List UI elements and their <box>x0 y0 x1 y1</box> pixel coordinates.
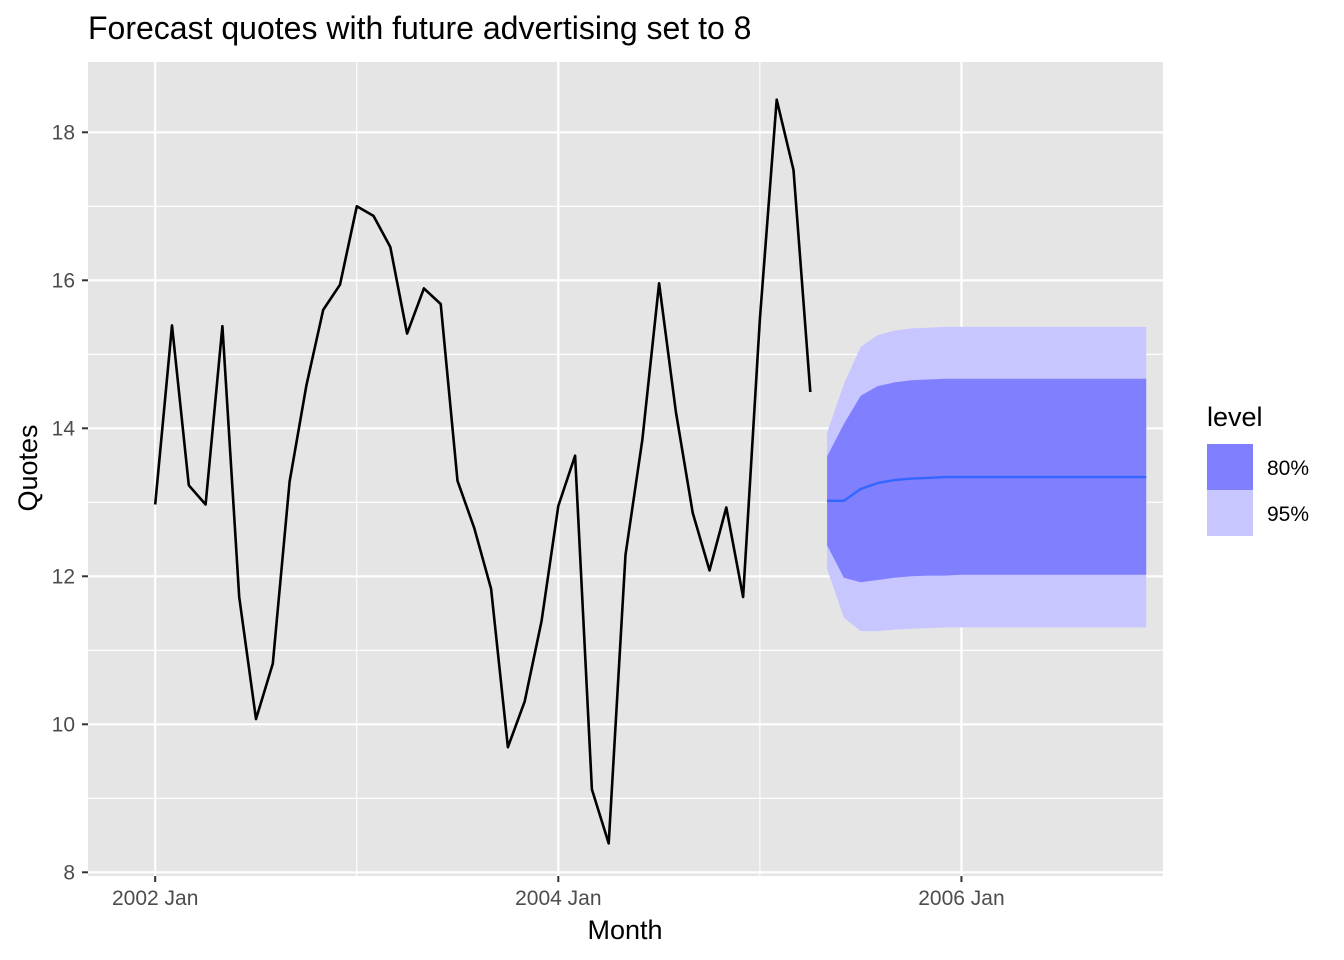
legend-title: level <box>1207 402 1263 432</box>
legend-key-95 <box>1207 490 1253 536</box>
y-tick-label: 18 <box>52 121 75 144</box>
observed-line <box>153 98 812 845</box>
minor-gridlines <box>88 62 1163 876</box>
y-tick-label: 16 <box>52 269 75 292</box>
y-tick-label: 10 <box>52 713 75 736</box>
legend-label-80: 80% <box>1267 457 1309 480</box>
legend: level 80% 95% <box>1207 402 1309 536</box>
chart-title: Forecast quotes with future advertising … <box>88 10 751 46</box>
series-lines <box>153 98 1147 845</box>
band-80 <box>827 378 1147 583</box>
x-tick-label: 2002 Jan <box>112 887 198 910</box>
prediction-intervals <box>827 326 1147 632</box>
x-axis-title: Month <box>587 915 662 945</box>
y-tick-label: 8 <box>63 861 75 884</box>
axes: 8 10 12 14 16 18 2002 Jan 2004 Jan 2006 Jan <box>52 121 1005 910</box>
legend-key-80 <box>1207 444 1253 490</box>
x-tick-label: 2004 Jan <box>515 887 601 910</box>
forecast-mean-line <box>827 475 1147 502</box>
legend-label-95: 95% <box>1267 503 1309 526</box>
y-tick-label: 14 <box>52 417 76 440</box>
x-tick-label: 2006 Jan <box>918 887 1004 910</box>
y-axis-title: Quotes <box>13 424 43 511</box>
y-tick-label: 12 <box>52 565 75 588</box>
